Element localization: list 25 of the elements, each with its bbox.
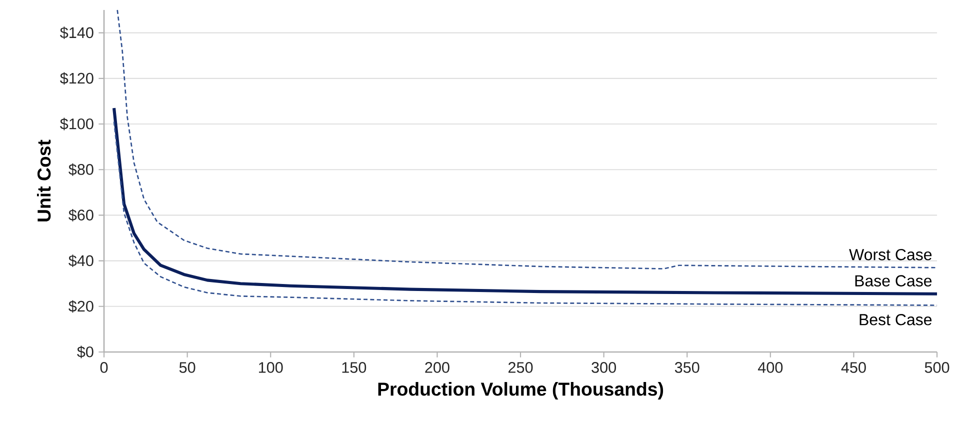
line-series [116,9,938,270]
x-tick-label: 150 [342,362,366,373]
y-tick-label: $120 [60,72,94,85]
x-tick-label: 400 [758,362,783,373]
x-tick-label: 300 [592,362,616,373]
x-tick-label: 500 [924,362,950,373]
x-tick-label: 0 [100,362,108,373]
x-tick-label: 50 [179,362,196,373]
y-axis-title: Unit Cost [36,140,51,222]
x-tick-label: 100 [258,362,283,373]
series-label: Worst Case [849,248,932,260]
y-tick-label: $60 [68,208,94,222]
x-axis-title: Production Volume (Thousands) [378,382,664,400]
x-tick-label: 200 [425,362,450,373]
y-tick-label: $80 [68,163,94,176]
series-label: Best Case [860,314,932,326]
series-label: Base Case [855,275,932,286]
y-tick-label: $100 [60,118,94,130]
x-tick-label: 350 [674,362,700,373]
y-tick-label: $40 [68,254,94,268]
y-tick-label: $140 [60,26,94,40]
x-tick-label: 250 [508,362,533,373]
x-tick-label: 450 [841,362,866,373]
y-tick-label: $20 [68,300,94,313]
y-tick-label: $0 [77,346,94,358]
